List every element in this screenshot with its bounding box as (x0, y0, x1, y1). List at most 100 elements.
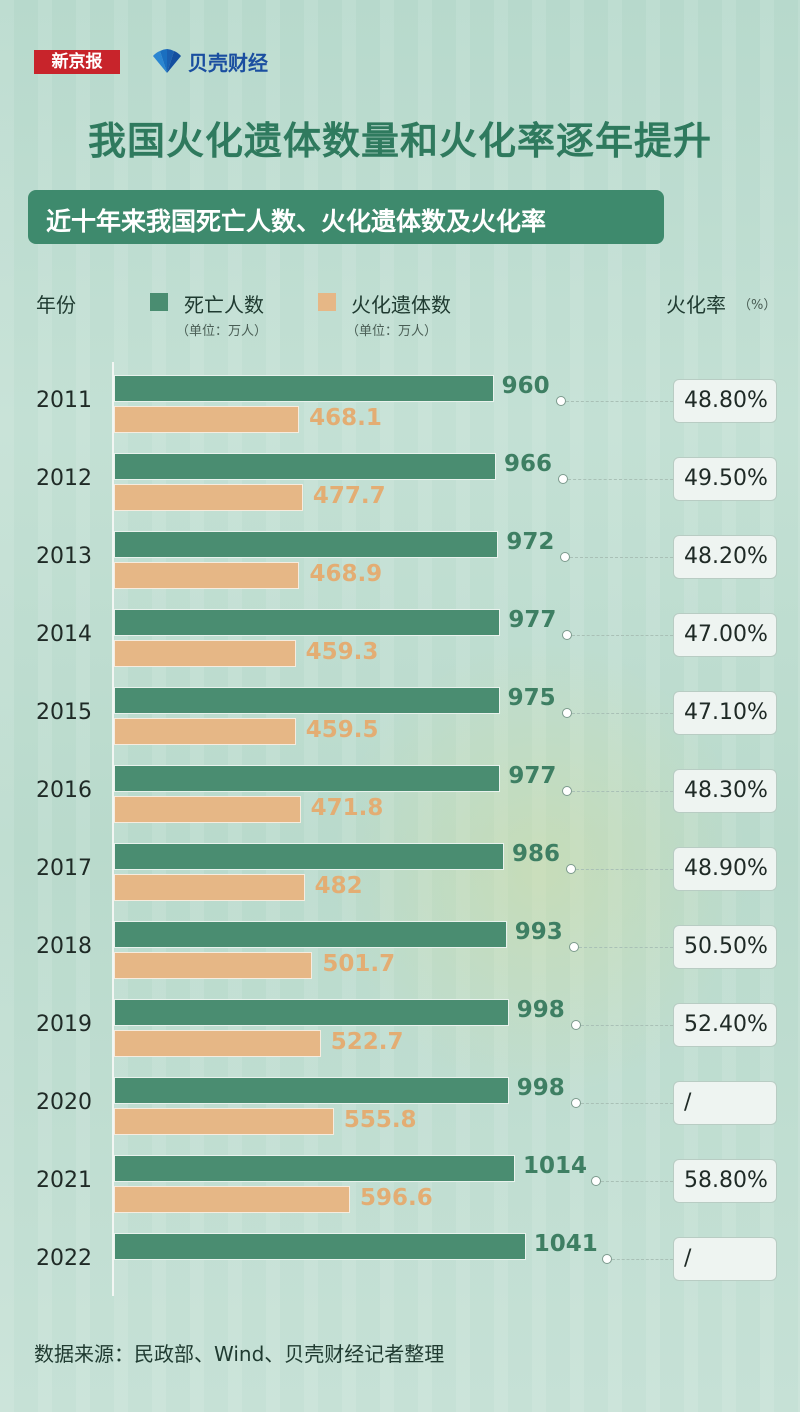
year-label: 2015 (36, 700, 92, 725)
legend-deaths: 死亡人数 (184, 293, 264, 317)
rate-box: 48.30% (673, 769, 777, 813)
rate-box: 52.40% (673, 1003, 777, 1047)
rate-box: 48.20% (673, 535, 777, 579)
deaths-bar (114, 1155, 516, 1182)
page-title: 我国火化遗体数量和火化率逐年提升 (87, 119, 712, 163)
deaths-bar (114, 765, 501, 792)
leader-line (580, 1103, 673, 1104)
deaths-bar (114, 453, 497, 480)
legend-cremations: 火化遗体数 (351, 293, 451, 317)
cremations-bar (114, 484, 303, 511)
cremations-value-label: 501.7 (322, 951, 396, 977)
cremations-bar (114, 562, 300, 589)
year-label: 2018 (36, 934, 92, 959)
cremations-bar (114, 1030, 321, 1057)
legend-swatch-cremations (318, 293, 336, 311)
deaths-bar (114, 843, 504, 870)
cremations-value-label: 477.7 (312, 483, 386, 509)
deaths-bar (114, 1077, 509, 1104)
leader-line (568, 479, 673, 480)
beike-logo: 贝壳财经 (150, 47, 268, 75)
leader-line (580, 1025, 673, 1026)
leader-line (611, 1259, 673, 1260)
deaths-value-label: 986 (511, 841, 560, 867)
leader-dot (570, 1098, 581, 1108)
legend-swatch-deaths (150, 293, 168, 311)
rate-header-unit: （%） (738, 298, 777, 313)
leader-dot (568, 942, 579, 952)
cremations-value-label: 482 (314, 873, 363, 899)
data-source: 数据来源：民政部、Wind、贝壳财经记者整理 (34, 1342, 445, 1366)
cremations-value-label: 468.9 (309, 561, 383, 587)
leader-line (572, 791, 673, 792)
leader-dot (565, 864, 576, 874)
legend-deaths-unit: （单位：万人） (176, 324, 268, 339)
deaths-bar (114, 921, 507, 948)
cremations-value-label: 459.3 (305, 639, 379, 665)
leader-dot (558, 474, 569, 484)
leader-dot (561, 708, 572, 718)
leader-line (572, 635, 673, 636)
leader-dot (601, 1254, 612, 1264)
rate-box: 48.90% (673, 847, 777, 891)
cremations-value-label: 459.5 (305, 717, 379, 743)
deaths-bar (114, 687, 500, 714)
cremations-value-label: 468.1 (309, 405, 382, 431)
rate-box: 47.00% (673, 613, 777, 657)
cremations-bar (114, 952, 313, 979)
deaths-value-label: 993 (514, 919, 563, 945)
leader-dot (591, 1176, 602, 1186)
cremations-value-label: 596.6 (359, 1185, 433, 1211)
year-label: 2016 (36, 778, 92, 803)
leader-line (570, 557, 673, 558)
deaths-value-label: 998 (516, 997, 565, 1023)
deaths-value-label: 975 (507, 685, 556, 711)
deaths-value-label: 960 (501, 373, 550, 399)
cremations-bar (114, 718, 296, 745)
rate-box: 48.80% (673, 379, 777, 423)
rate-box: 50.50% (673, 925, 777, 969)
year-header: 年份 (36, 293, 76, 317)
rate-header: 火化率 (666, 293, 726, 317)
leader-line (575, 869, 673, 870)
deaths-bar (114, 1233, 526, 1260)
subtitle-box (28, 190, 664, 244)
year-label: 2011 (36, 388, 92, 413)
year-label: 2014 (36, 622, 92, 647)
cremations-bar (114, 406, 300, 433)
leader-line (565, 401, 673, 402)
cremations-bar (114, 1108, 334, 1135)
rate-box: 58.80% (673, 1159, 777, 1203)
cremations-bar (114, 874, 305, 901)
leader-dot (562, 786, 573, 796)
cremations-bar (114, 1186, 350, 1213)
leader-dot (562, 630, 573, 640)
deaths-bar (114, 999, 509, 1026)
deaths-value-label: 966 (504, 451, 553, 477)
beike-fan-icon (153, 49, 181, 73)
rate-box: 47.10% (673, 691, 777, 735)
deaths-value-label: 972 (506, 529, 555, 555)
cremations-bar (114, 640, 296, 667)
year-label: 2022 (36, 1246, 92, 1271)
deaths-value-label: 977 (508, 607, 557, 633)
rate-box: 49.50% (673, 457, 777, 501)
rate-box: / (673, 1237, 777, 1281)
beike-logo-text: 贝壳财经 (188, 50, 268, 75)
legend-cremations-unit: （单位：万人） (346, 324, 438, 339)
leader-line (601, 1181, 673, 1182)
chart-subtitle: 近十年来我国死亡人数、火化遗体数及火化率 (46, 207, 547, 236)
xinjingbao-logo: 新京报 (34, 50, 120, 74)
cremations-value-label: 471.8 (310, 795, 384, 821)
deaths-value-label: 998 (516, 1075, 565, 1101)
year-label: 2017 (36, 856, 92, 881)
year-label: 2020 (36, 1090, 92, 1115)
year-label: 2021 (36, 1168, 92, 1193)
leader-dot (555, 396, 566, 406)
leader-dot (570, 1020, 581, 1030)
leader-line (571, 713, 673, 714)
rate-box: / (673, 1081, 777, 1125)
deaths-value-label: 1041 (533, 1231, 598, 1257)
deaths-value-label: 1014 (523, 1153, 588, 1179)
